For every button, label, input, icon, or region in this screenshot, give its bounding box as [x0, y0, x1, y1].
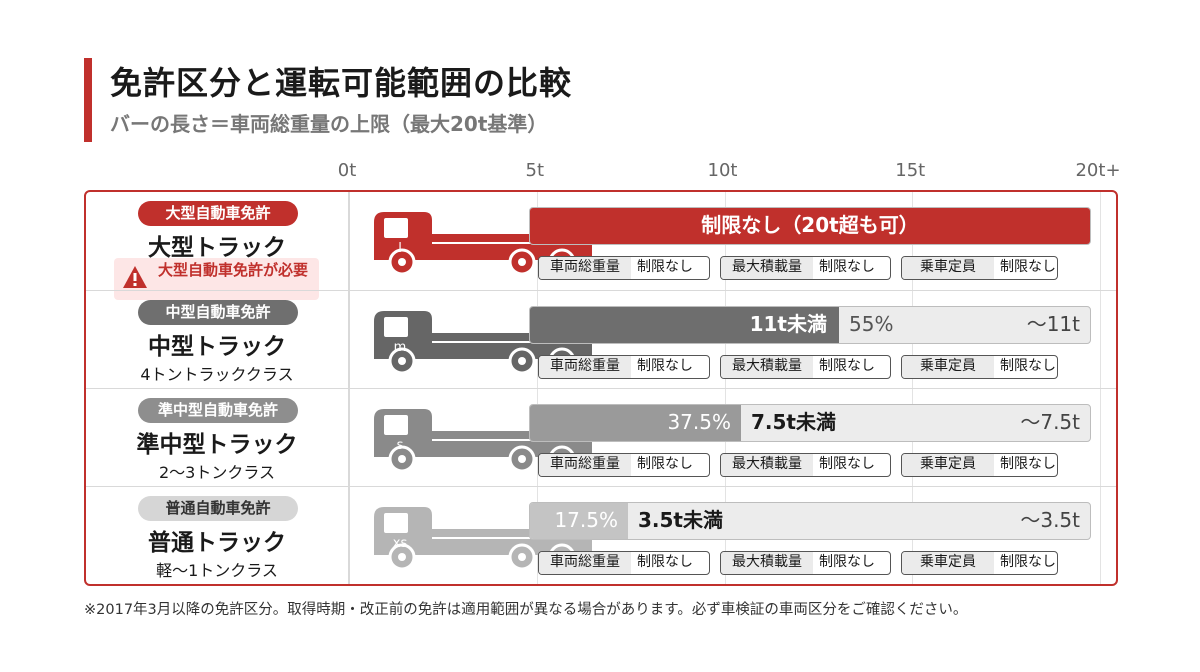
- vehicle-class: 4トントラッククラス: [140, 365, 294, 384]
- license-badge: 普通自動車免許: [138, 496, 298, 521]
- spec-tag: 乗車定員 制限なし: [901, 256, 1058, 280]
- spec-value: 制限なし: [819, 358, 875, 374]
- spec-key: 乗車定員: [902, 257, 994, 279]
- limit-label: 〜7.5t: [1020, 410, 1080, 434]
- spec-tag: 車両総重量 制限なし: [538, 551, 710, 575]
- medium-truck-icon: m: [366, 303, 596, 381]
- svg-text:l: l: [398, 241, 402, 256]
- spec-value: 制限なし: [819, 554, 875, 570]
- spec-value: 制限なし: [1000, 358, 1056, 374]
- bar: [530, 405, 741, 441]
- spec-key: 乗車定員: [902, 356, 994, 378]
- x-tick-label: 5t: [525, 160, 545, 181]
- spec-key: 車両総重量: [539, 552, 631, 574]
- svg-text:s: s: [397, 438, 404, 453]
- vehicle-class: 2〜3トンクラス: [158, 463, 276, 482]
- spec-value: 制限なし: [1000, 259, 1056, 275]
- percent-label: 37.5%: [667, 410, 731, 434]
- vehicle-name: 中型トラック: [148, 334, 286, 360]
- spec-value: 制限なし: [1000, 456, 1056, 472]
- bar-track: 37.5% 7.5t未満 〜7.5t: [529, 404, 1091, 442]
- table-row: 普通自動車免許 普通トラック軽〜1トンクラス xs 17.5% 3.5t未満 〜3.5…: [86, 486, 1116, 584]
- regular-truck-icon: xs: [366, 499, 596, 577]
- spec-tag: 乗車定員 制限なし: [901, 355, 1058, 379]
- spec-tag: 車両総重量 制限なし: [538, 256, 710, 280]
- spec-key: 最大積載量: [721, 454, 813, 476]
- vehicle-name: 大型トラック: [148, 235, 286, 261]
- bar-label: 7.5t未満: [751, 410, 836, 434]
- spec-key: 最大積載量: [721, 356, 813, 378]
- spec-key: 乗車定員: [902, 454, 994, 476]
- license-badge: 大型自動車免許: [138, 201, 298, 226]
- comparison-table: 大型自動車免許 大型トラック 大型自動車免許が必要 l 制限なし（20t超も可） 車…: [84, 190, 1118, 586]
- title-accent-bar: [84, 58, 92, 142]
- spec-value: 制限なし: [1000, 554, 1056, 570]
- spec-key: 車両総重量: [539, 356, 631, 378]
- spec-value: 制限なし: [637, 554, 693, 570]
- spec-tag: 最大積載量 制限なし: [720, 256, 891, 280]
- spec-tag: 最大積載量 制限なし: [720, 551, 891, 575]
- warning-text: 大型自動車免許が必要: [158, 261, 309, 279]
- spec-key: 乗車定員: [902, 552, 994, 574]
- spec-key: 最大積載量: [721, 257, 813, 279]
- percent-label: 17.5%: [554, 508, 618, 532]
- table-row: 中型自動車免許 中型トラック 4トントラッククラス m 55% 11t未満 〜11t 車両…: [86, 290, 1116, 389]
- spec-value: 制限なし: [637, 456, 693, 472]
- x-tick-label: 15t: [895, 160, 926, 181]
- bar: [530, 503, 628, 539]
- spec-tag: 車両総重量 制限なし: [538, 453, 710, 477]
- spec-key: 最大積載量: [721, 552, 813, 574]
- vehicle-name: 普通トラック: [148, 530, 286, 556]
- page-title: 免許区分と運転可能範囲の比較: [110, 64, 573, 102]
- spec-key: 車両総重量: [539, 454, 631, 476]
- bar-label: 3.5t未満: [638, 508, 723, 532]
- license-badge: 準中型自動車免許: [138, 398, 298, 423]
- x-tick-label: 20t+: [1075, 160, 1121, 181]
- vehicle-class: 軽〜1トンクラス: [156, 561, 278, 580]
- bar-label: 制限なし（20t超も可）: [701, 213, 919, 237]
- spec-value: 制限なし: [637, 358, 693, 374]
- bar-track: 55% 11t未満 〜11t: [529, 306, 1091, 344]
- x-tick-label: 0t: [337, 160, 357, 181]
- spec-tag: 最大積載量 制限なし: [720, 453, 891, 477]
- bar-label: 11t未満: [749, 312, 827, 336]
- spec-tag: 最大積載量 制限なし: [720, 355, 891, 379]
- spec-tag: 車両総重量 制限なし: [538, 355, 710, 379]
- spec-value: 制限なし: [637, 259, 693, 275]
- percent-label: 55%: [849, 312, 894, 336]
- vehicle-name: 準中型トラック: [136, 432, 298, 458]
- limit-label: 〜3.5t: [1020, 508, 1080, 532]
- bar: [530, 307, 839, 343]
- svg-text:xs: xs: [393, 536, 408, 551]
- table-row: 大型自動車免許 大型トラック 大型自動車免許が必要 l 制限なし（20t超も可） 車…: [86, 192, 1116, 300]
- spec-value: 制限なし: [819, 456, 875, 472]
- column-divider: [348, 192, 350, 584]
- spec-tag: 乗車定員 制限なし: [901, 453, 1058, 477]
- svg-text:m: m: [394, 340, 407, 355]
- spec-tag: 乗車定員 制限なし: [901, 551, 1058, 575]
- bar: [530, 208, 1090, 244]
- warning-icon: [122, 265, 148, 293]
- table-row: 準中型自動車免許 準中型トラック 2〜3トンクラス s 37.5% 7.5t未満 〜7.…: [86, 388, 1116, 487]
- spec-value: 制限なし: [819, 259, 875, 275]
- page-subtitle: バーの長さ＝車両総重量の上限（最大20t基準）: [110, 112, 548, 136]
- x-tick-label: 10t: [707, 160, 738, 181]
- spec-key: 車両総重量: [539, 257, 631, 279]
- limit-label: 〜11t: [1026, 312, 1080, 336]
- bar-track: 17.5% 3.5t未満 〜3.5t: [529, 502, 1091, 540]
- bar-track: 制限なし（20t超も可）: [529, 207, 1091, 245]
- license-warning: 大型自動車免許が必要: [114, 258, 319, 300]
- license-badge: 中型自動車免許: [138, 300, 298, 325]
- footnote: ※2017年3月以降の免許区分。取得時期・改正前の免許は適用範囲が異なる場合があ…: [84, 602, 968, 618]
